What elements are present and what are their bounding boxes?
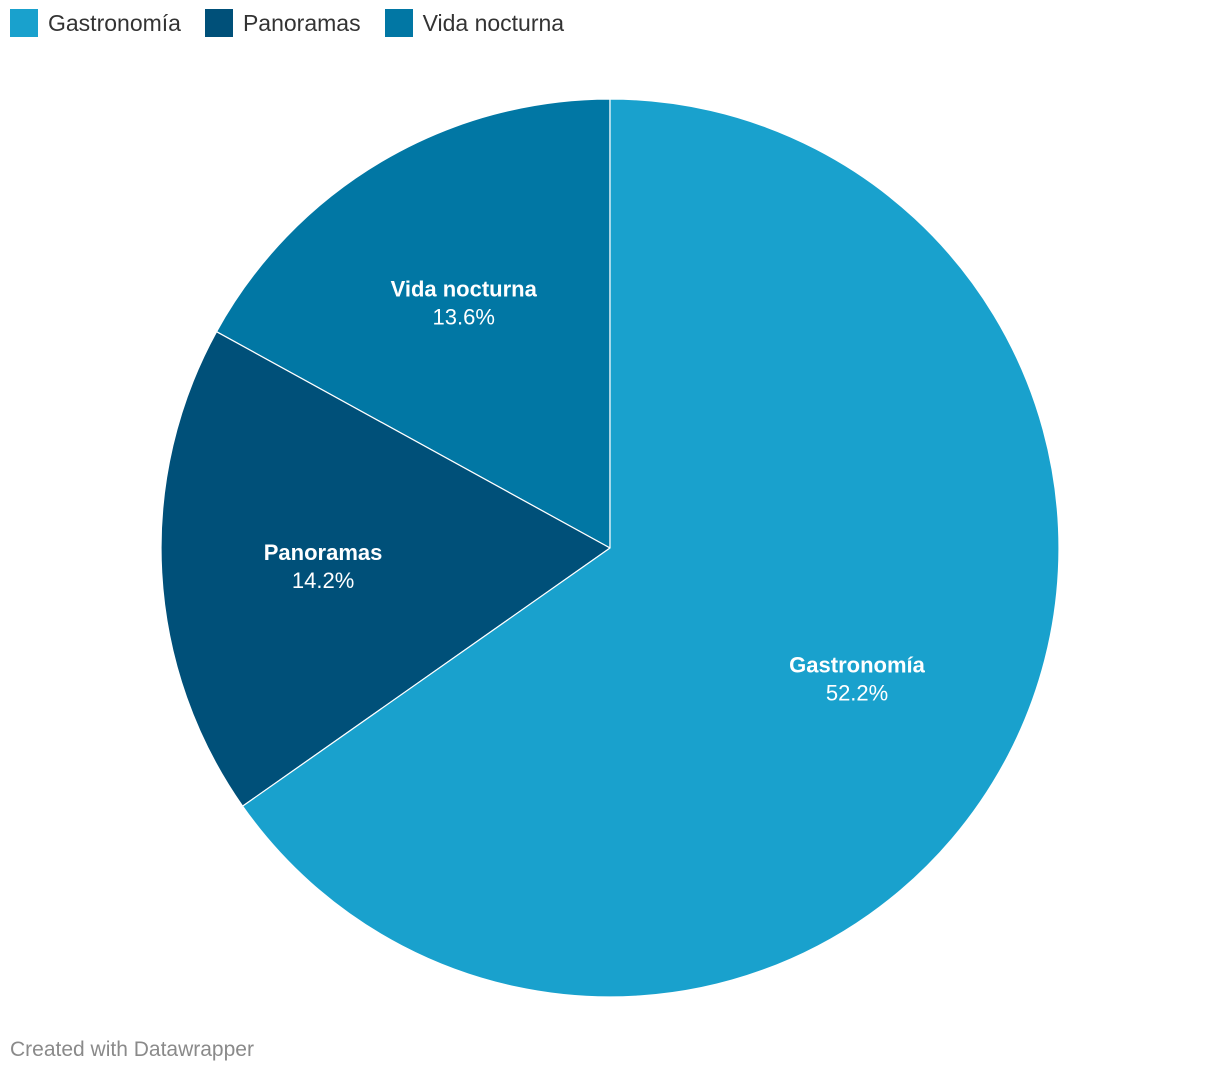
legend-swatch-gastronomia [10, 9, 38, 37]
pie-slice-panoramas [160, 330, 612, 808]
legend-item-gastronomia: Gastronomía [10, 9, 181, 37]
legend-label-panoramas: Panoramas [242, 10, 361, 36]
slice-value-gastronomia: 52.2% [826, 680, 888, 705]
legend-label-vida-nocturna: Vida nocturna [422, 10, 565, 36]
pie-slice-vida-nocturna [215, 98, 611, 550]
legend-swatch-vida-nocturna [384, 9, 413, 37]
pie-slice-gastronomia [241, 98, 1060, 998]
legend-label-gastronomia: Gastronomía [48, 10, 181, 36]
slice-value-panoramas: 14.2% [292, 568, 354, 593]
legend-swatch-panoramas [204, 9, 233, 37]
slice-label-vida-nocturna: Vida nocturna [391, 277, 538, 302]
legend-item-panoramas: Panoramas [204, 9, 361, 37]
slice-label-panoramas: Panoramas [264, 540, 383, 565]
footer-credit: Created with Datawrapper [10, 1038, 254, 1061]
slice-label-gastronomia: Gastronomía [789, 652, 925, 677]
slice-value-vida-nocturna: 13.6% [433, 305, 495, 330]
chart-legend: Gastronomía Panoramas Vida nocturna [10, 9, 564, 37]
legend-item-vida-nocturna: Vida nocturna [384, 9, 565, 37]
